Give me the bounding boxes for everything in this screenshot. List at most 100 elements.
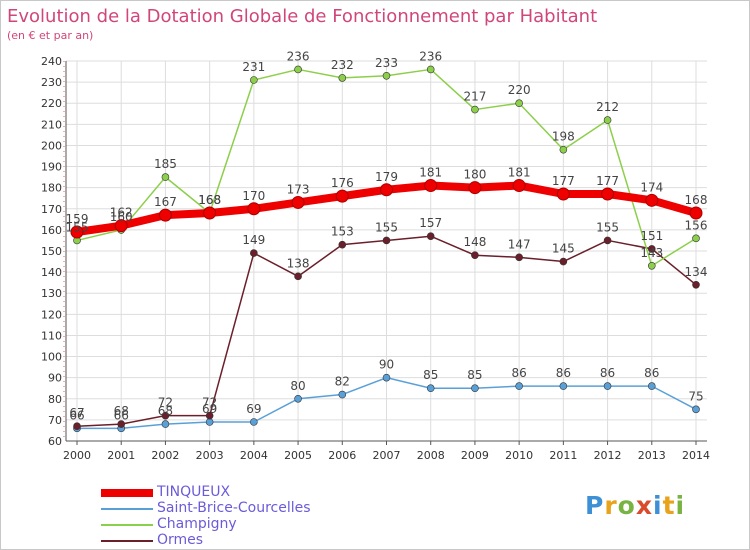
series-lines <box>70 65 703 433</box>
data-label: 82 <box>335 375 350 389</box>
data-point <box>335 189 349 203</box>
data-label: 160 <box>110 210 133 224</box>
data-label: 155 <box>596 220 619 234</box>
data-labels: 159 162 167 168 170 173 176 179 181 180 181 177 177 1… <box>66 49 708 422</box>
x-tick-label: 2007 <box>373 449 401 462</box>
y-tick-label: 170 <box>41 203 62 216</box>
data-point <box>247 202 261 216</box>
data-point <box>250 249 258 257</box>
data-label: 149 <box>242 233 265 247</box>
data-point <box>205 411 214 420</box>
data-point <box>515 382 523 390</box>
x-tick-label: 2003 <box>196 449 224 462</box>
data-label: 236 <box>419 49 442 63</box>
data-label: 67 <box>69 406 84 420</box>
legend-swatch-ormes <box>101 540 153 542</box>
data-point <box>203 206 217 220</box>
x-tick-label: 2010 <box>505 449 533 462</box>
y-tick-label: 150 <box>41 245 62 258</box>
data-point <box>692 234 700 243</box>
legend-item-saint-brice: Saint-Brice-Courcelles <box>101 500 421 517</box>
data-label: 177 <box>596 174 619 188</box>
data-label: 217 <box>463 90 486 104</box>
data-point <box>114 219 128 233</box>
data-label: 185 <box>154 157 177 171</box>
x-tick-label: 2011 <box>549 449 577 462</box>
data-point <box>603 236 612 245</box>
data-label: 86 <box>644 366 659 380</box>
data-point <box>161 420 170 428</box>
legend-label-ormes: Ormes <box>157 532 204 548</box>
data-label: 86 <box>512 366 527 380</box>
data-label: 90 <box>379 358 394 372</box>
data-point <box>515 253 523 262</box>
data-label: 138 <box>287 256 310 270</box>
data-point <box>382 373 391 382</box>
y-tick-label: 70 <box>48 414 62 427</box>
data-label: 233 <box>375 56 398 70</box>
data-point <box>556 187 570 201</box>
data-point <box>158 208 172 222</box>
y-tick-label: 110 <box>41 329 62 342</box>
data-point <box>161 411 170 420</box>
data-point <box>294 272 302 281</box>
data-point <box>559 382 568 390</box>
data-point <box>647 245 656 253</box>
data-point <box>205 418 214 426</box>
data-point <box>426 232 435 241</box>
data-label: 212 <box>596 100 619 114</box>
data-label: 220 <box>508 83 531 97</box>
x-tick-label: 2001 <box>107 449 135 462</box>
data-label: 85 <box>423 368 438 382</box>
data-label: 66 <box>114 408 129 422</box>
data-point <box>117 420 126 428</box>
data-point <box>471 384 479 393</box>
data-label: 167 <box>154 195 177 209</box>
data-label: 69 <box>202 402 217 416</box>
y-tick-label: 240 <box>41 55 62 68</box>
legend-swatch-tinqueux <box>101 489 153 497</box>
y-tick-label: 140 <box>41 266 62 279</box>
data-label: 198 <box>552 130 575 144</box>
data-point <box>380 183 393 197</box>
data-label: 85 <box>467 368 482 382</box>
y-tick-label: 180 <box>41 182 62 195</box>
data-label: 232 <box>331 58 354 72</box>
legend-item-ormes: Ormes <box>101 532 421 549</box>
x-tick-label: 2014 <box>682 449 710 462</box>
data-label: 86 <box>600 366 615 380</box>
legend-label-tinqueux: TINQUEUX <box>157 484 231 500</box>
data-point <box>515 99 523 108</box>
data-label: 143 <box>640 246 663 260</box>
grid-lines <box>66 60 707 442</box>
y-tick-label: 230 <box>41 76 62 89</box>
data-point <box>471 105 479 114</box>
x-tick-label: 2009 <box>461 449 489 462</box>
data-point <box>603 382 612 390</box>
y-tick-label: 160 <box>41 224 62 237</box>
data-label: 174 <box>640 180 663 194</box>
data-label: 157 <box>419 216 442 230</box>
y-tick-label: 220 <box>41 97 62 110</box>
x-tick-label: 2002 <box>151 449 179 462</box>
legend-item-champigny: Champigny <box>101 516 421 533</box>
legend-label-champigny: Champigny <box>157 516 237 532</box>
data-point <box>601 187 615 201</box>
data-label: 177 <box>552 174 575 188</box>
data-label: 155 <box>375 220 398 234</box>
y-tick-label: 90 <box>48 372 62 385</box>
data-label: 162 <box>110 206 133 220</box>
data-label: 155 <box>66 220 89 234</box>
x-tick-label: 2006 <box>328 449 356 462</box>
data-point <box>692 280 700 289</box>
legend-swatch-saint-brice <box>101 508 153 510</box>
data-label: 151 <box>640 229 663 243</box>
data-point <box>647 382 656 390</box>
data-point <box>692 405 700 414</box>
data-label: 181 <box>419 166 442 180</box>
data-label: 176 <box>331 176 354 190</box>
data-point <box>647 261 656 270</box>
data-label: 181 <box>508 166 531 180</box>
data-point <box>689 206 703 220</box>
y-tick-label: 200 <box>41 139 62 152</box>
